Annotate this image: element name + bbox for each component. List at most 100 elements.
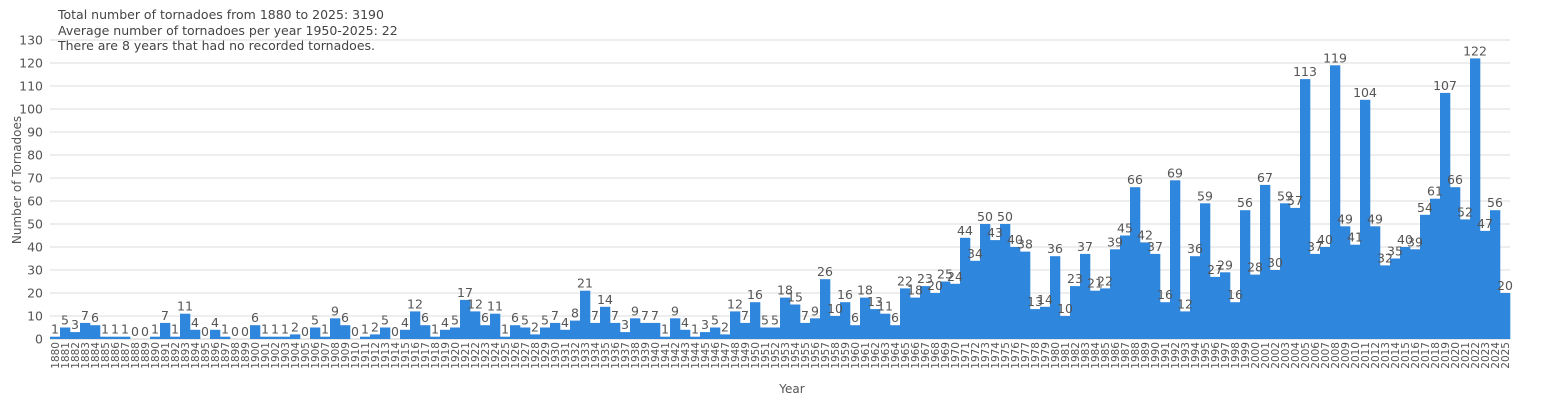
bar-value-label: 7 bbox=[591, 308, 599, 323]
y-tick-label: 60 bbox=[27, 194, 43, 209]
x-tick-label: 1988 bbox=[1130, 342, 1142, 369]
x-tick-label: 1892 bbox=[170, 342, 182, 369]
bar bbox=[470, 311, 481, 339]
x-tick-label: 2025 bbox=[1500, 342, 1512, 369]
x-tick-label: 1893 bbox=[180, 342, 192, 369]
bar-value-label: 22 bbox=[897, 273, 913, 288]
x-tick-label: 1996 bbox=[1210, 342, 1222, 369]
bar-value-label: 38 bbox=[1017, 237, 1033, 252]
x-tick-label: 1905 bbox=[300, 342, 312, 369]
x-tick-label: 1981 bbox=[1060, 342, 1072, 369]
bar-value-label: 42 bbox=[1137, 227, 1153, 242]
bar bbox=[1420, 214, 1431, 339]
bar bbox=[1070, 286, 1081, 339]
bar-value-label: 11 bbox=[177, 299, 193, 314]
bar-value-label: 57 bbox=[1287, 193, 1303, 208]
bar-value-label: 36 bbox=[1187, 241, 1203, 256]
bar-value-label: 32 bbox=[1377, 250, 1393, 265]
x-tick-label: 2021 bbox=[1460, 342, 1472, 369]
note-total: Total number of tornadoes from 1880 to 2… bbox=[58, 7, 384, 22]
bar-value-label: 69 bbox=[1167, 165, 1183, 180]
bar-value-label: 61 bbox=[1427, 184, 1443, 199]
x-tick-label: 2006 bbox=[1310, 342, 1322, 369]
bar bbox=[220, 336, 231, 339]
bar-value-label: 66 bbox=[1447, 172, 1463, 187]
bar-value-label: 36 bbox=[1047, 241, 1063, 256]
bar-value-label: 59 bbox=[1197, 188, 1213, 203]
bar bbox=[810, 318, 821, 339]
bar bbox=[1490, 210, 1501, 339]
bar bbox=[110, 336, 121, 339]
x-tick-label: 1984 bbox=[1090, 342, 1102, 369]
bar-value-label: 1 bbox=[121, 322, 129, 337]
x-tick-label: 1921 bbox=[460, 342, 472, 369]
x-tick-label: 1912 bbox=[370, 342, 382, 369]
bar bbox=[1110, 249, 1121, 339]
x-tick-label: 1978 bbox=[1030, 342, 1042, 369]
bar bbox=[640, 322, 651, 339]
bar-value-label: 6 bbox=[421, 310, 429, 325]
bar bbox=[1460, 219, 1471, 339]
x-tick-label: 1985 bbox=[1100, 342, 1112, 369]
x-tick-label: 2000 bbox=[1250, 342, 1262, 369]
bar bbox=[410, 311, 421, 339]
bar bbox=[620, 332, 631, 339]
x-tick-label: 1890 bbox=[150, 342, 162, 369]
bar-value-label: 3 bbox=[621, 317, 629, 332]
bar-value-label: 6 bbox=[91, 310, 99, 325]
bar bbox=[770, 327, 781, 339]
y-tick-label: 10 bbox=[27, 309, 43, 324]
y-tick-label: 120 bbox=[19, 56, 43, 71]
bar-value-label: 1 bbox=[51, 322, 59, 337]
bar-value-label: 1 bbox=[361, 322, 369, 337]
bar bbox=[1200, 203, 1211, 339]
x-tick-label: 1977 bbox=[1020, 342, 1032, 369]
bar bbox=[1260, 184, 1271, 339]
bar bbox=[850, 325, 861, 339]
x-tick-label: 1908 bbox=[330, 342, 342, 369]
x-tick-label: 1969 bbox=[940, 342, 952, 369]
x-tick-label: 1963 bbox=[880, 342, 892, 369]
x-tick-label: 2013 bbox=[1380, 342, 1392, 369]
x-tick-label: 1975 bbox=[1000, 342, 1012, 369]
bar bbox=[380, 327, 391, 339]
bar bbox=[320, 336, 331, 339]
bar-value-label: 54 bbox=[1417, 200, 1433, 215]
x-tick-label: 1891 bbox=[160, 342, 172, 369]
bar bbox=[960, 237, 971, 339]
x-tick-label: 1933 bbox=[580, 342, 592, 369]
x-tick-label: 1980 bbox=[1050, 342, 1062, 369]
bar bbox=[420, 325, 431, 339]
x-tick-label: 1951 bbox=[760, 342, 772, 369]
bar bbox=[1040, 306, 1051, 339]
chart-notes: Total number of tornadoes from 1880 to 2… bbox=[58, 7, 398, 54]
bar-value-label: 2 bbox=[531, 319, 539, 334]
x-tick-label: 1925 bbox=[500, 342, 512, 369]
bar bbox=[1060, 316, 1071, 339]
bar bbox=[60, 327, 71, 339]
bar-value-label: 40 bbox=[1007, 232, 1023, 247]
x-tick-label: 1899 bbox=[240, 342, 252, 369]
bar-value-label: 34 bbox=[967, 246, 983, 261]
x-tick-label: 1923 bbox=[480, 342, 492, 369]
bar-value-label: 1 bbox=[151, 322, 159, 337]
bar bbox=[970, 260, 981, 339]
bar bbox=[630, 318, 641, 339]
y-tick-label: 0 bbox=[35, 332, 43, 347]
bar bbox=[1150, 253, 1161, 339]
bar-value-label: 27 bbox=[1207, 262, 1223, 277]
bar-value-label: 16 bbox=[837, 287, 853, 302]
bar bbox=[80, 322, 91, 339]
x-tick-label: 1920 bbox=[450, 342, 462, 369]
bar bbox=[1470, 58, 1481, 340]
bar-value-label: 5 bbox=[541, 313, 549, 328]
bar-value-label: 0 bbox=[141, 324, 149, 339]
bar bbox=[950, 283, 961, 339]
bar bbox=[1330, 65, 1341, 340]
bar-value-label: 1 bbox=[661, 322, 669, 337]
y-tick-label: 50 bbox=[27, 217, 43, 232]
bar-value-label: 113 bbox=[1293, 64, 1317, 79]
x-tick-label: 1886 bbox=[110, 342, 122, 369]
bar-value-label: 5 bbox=[711, 313, 719, 328]
